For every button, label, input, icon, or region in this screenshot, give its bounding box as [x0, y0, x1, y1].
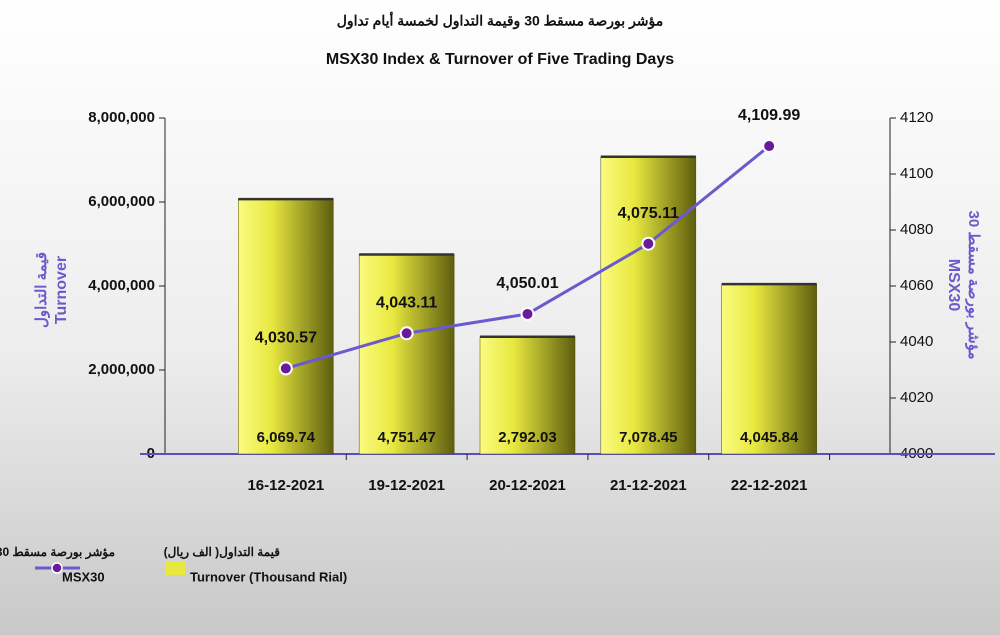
line-value-label: 4,109.99	[738, 107, 800, 124]
line-point	[278, 361, 293, 376]
x-tick-label: 21-12-2021	[610, 477, 687, 494]
bar	[358, 254, 455, 455]
y2-tick-label: 4040	[900, 333, 933, 350]
y-tick-label: 8,000,000	[88, 109, 155, 126]
bar	[238, 198, 334, 455]
bar	[721, 283, 817, 455]
x-tick-label: 19-12-2021	[368, 477, 445, 494]
bar-value-label: 6,069.74	[257, 429, 316, 446]
legend-swatch	[165, 561, 185, 575]
bar	[600, 156, 697, 455]
y2-tick-label: 4120	[900, 109, 933, 126]
y-axis-label: Turnover	[53, 256, 70, 324]
y-tick-label: 2,000,000	[88, 361, 155, 378]
y2-axis-label: مؤشر بورصة مسقط 30	[965, 210, 982, 359]
legend-label: MSX30	[62, 569, 105, 584]
y2-axis-label: MSX30	[945, 259, 962, 312]
chart-title: مؤشر بورصة مسقط 30 وقيمة التداول لخمسة أ…	[337, 11, 664, 30]
x-tick-label: 22-12-2021	[731, 477, 808, 494]
legend-label: مؤشر بورصة مسقط 30	[0, 545, 115, 560]
line-point	[399, 326, 414, 341]
y-axis-label: قيمة التداول	[33, 252, 50, 328]
line-value-label: 4,050.01	[496, 275, 558, 292]
legend-marker	[51, 562, 63, 574]
bar-value-label: 4,045.84	[740, 429, 799, 446]
y2-tick-label: 4100	[900, 165, 933, 182]
line-point	[641, 236, 656, 251]
legend-label: Turnover (Thousand Rial)	[190, 569, 347, 584]
legend-label: قيمة التداول( الف ريال)	[164, 545, 281, 560]
line-value-label: 4,075.11	[618, 205, 680, 222]
bar-value-label: 7,078.45	[619, 429, 677, 446]
y2-tick-label: 4060	[900, 277, 933, 294]
y-tick-label: 4,000,000	[88, 277, 155, 294]
x-tick-label: 20-12-2021	[489, 477, 566, 494]
bar-value-label: 2,792.03	[498, 429, 556, 446]
line-point	[762, 139, 777, 154]
y2-tick-label: 4020	[900, 389, 933, 406]
x-tick-label: 16-12-2021	[247, 477, 324, 494]
line-value-label: 4,043.11	[376, 295, 438, 312]
y2-tick-label: 4080	[900, 221, 933, 238]
line-point	[520, 306, 535, 321]
y-tick-label: 6,000,000	[88, 193, 155, 210]
bar	[479, 336, 576, 455]
chart-subtitle: MSX30 Index & Turnover of Five Trading D…	[326, 51, 674, 68]
line-value-label: 4,030.57	[255, 330, 317, 347]
bar-value-label: 4,751.47	[377, 429, 435, 446]
